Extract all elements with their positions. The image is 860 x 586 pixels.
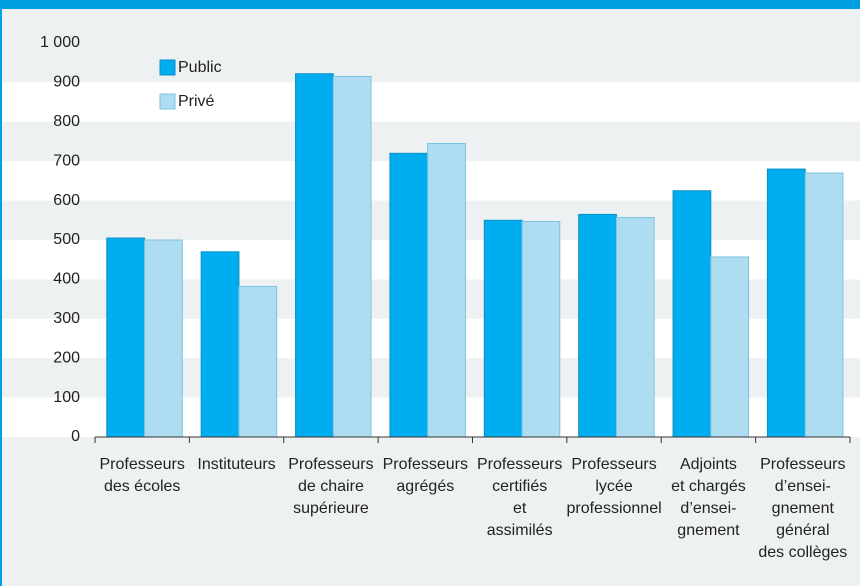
legend-label: Public — [178, 59, 222, 76]
bar — [710, 256, 750, 438]
y-tick-label: 800 — [53, 113, 80, 130]
grid-band — [2, 82, 860, 122]
bar — [766, 168, 806, 438]
y-tick-label: 1 000 — [40, 34, 80, 51]
bar — [578, 213, 617, 438]
x-tick-label: Professeurs lycée professionnel — [566, 456, 661, 517]
bar — [615, 217, 655, 438]
x-tick-label: Professeurs de chaire supérieure — [288, 456, 373, 517]
left-border — [0, 0, 2, 586]
x-tick-label: Professeurs agrégés — [383, 456, 468, 495]
x-tick-label: Adjoints et chargés d’ensei-gnement — [671, 456, 746, 539]
y-tick-label: 0 — [71, 428, 80, 445]
bar — [389, 152, 429, 438]
x-tick-label: Professeurs d’ensei-gnement général des col… — [758, 456, 847, 561]
bar — [200, 251, 240, 438]
bar — [672, 190, 712, 438]
x-tick-label: Professeurs certifiés et assimilés — [477, 456, 562, 539]
bar — [804, 172, 844, 438]
y-tick-label: 700 — [53, 152, 80, 169]
bar — [521, 220, 561, 438]
bar — [144, 239, 183, 438]
legend-swatch — [159, 93, 176, 110]
x-tick-label: Instituteurs — [197, 456, 275, 473]
y-tick-label: 400 — [53, 271, 80, 288]
y-tick-label: 500 — [53, 231, 80, 248]
y-tick-label: 300 — [53, 310, 80, 327]
y-tick-label: 200 — [53, 349, 80, 366]
legend-swatch — [159, 59, 176, 76]
y-tick-label: 100 — [53, 389, 80, 406]
top-bar — [0, 0, 860, 9]
bar — [332, 75, 372, 438]
x-tick-label: Professeurs des écoles — [100, 456, 185, 495]
bar — [238, 285, 278, 438]
bar — [106, 237, 146, 438]
bar — [295, 73, 334, 438]
y-tick-label: 900 — [53, 74, 80, 91]
legend-label: Privé — [178, 93, 215, 110]
bar — [483, 219, 523, 438]
y-tick-label: 600 — [53, 192, 80, 209]
bar — [427, 142, 466, 438]
